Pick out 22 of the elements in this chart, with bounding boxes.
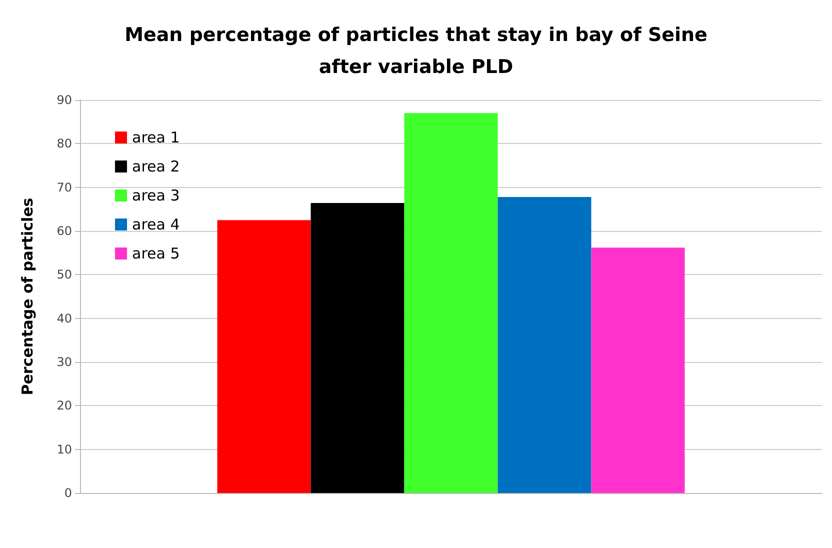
legend-label: area 3 bbox=[132, 186, 180, 204]
y-tick-label: 10 bbox=[56, 442, 72, 456]
bar bbox=[591, 248, 685, 493]
y-tick-label: 0 bbox=[64, 486, 72, 500]
legend-label: area 2 bbox=[132, 158, 180, 176]
y-tick-label: 20 bbox=[56, 398, 72, 413]
y-tick-label: 30 bbox=[56, 355, 72, 369]
y-tick-label: 40 bbox=[56, 311, 72, 326]
y-tick-label: 50 bbox=[56, 268, 72, 282]
y-tick-label: 70 bbox=[56, 180, 72, 194]
y-axis-title: Percentage of particles bbox=[18, 198, 36, 396]
bar bbox=[404, 113, 498, 493]
y-tick-label: 60 bbox=[56, 224, 72, 238]
y-tick-label: 80 bbox=[56, 136, 72, 151]
bar bbox=[498, 196, 592, 493]
legend-label: area 5 bbox=[132, 244, 180, 262]
bar bbox=[310, 203, 404, 493]
legend-label: area 1 bbox=[132, 128, 180, 146]
y-tick-label: 90 bbox=[56, 93, 72, 107]
bar bbox=[217, 220, 311, 493]
legend-label: area 4 bbox=[132, 216, 180, 234]
chart-title: Mean percentage of particles that stay in bay of Seine after variable PLD bbox=[124, 24, 708, 78]
